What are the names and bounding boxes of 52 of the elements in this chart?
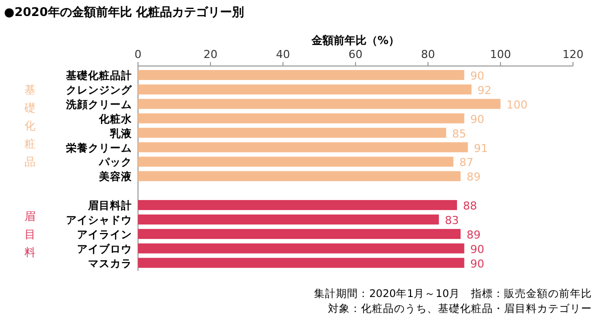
y-tick-label: 乳液 <box>109 126 133 140</box>
bar <box>138 214 439 224</box>
data-label: 89 <box>466 170 481 184</box>
data-label: 83 <box>444 214 459 227</box>
data-label: 88 <box>463 200 477 213</box>
x-tick-label: 0 <box>134 48 142 61</box>
y-tick-label: パック <box>98 156 132 169</box>
data-label: 89 <box>466 228 481 242</box>
data-label: 85 <box>452 127 466 140</box>
y-tick-label: アイブロウ <box>77 242 132 256</box>
y-tick-label: 基礎化粧品計 <box>65 69 132 82</box>
data-label: 90 <box>470 70 484 82</box>
text: 対象：化粧品のうち、基礎化粧品・眉目料カテゴリー <box>328 302 592 315</box>
data-label: 90 <box>470 112 484 126</box>
bar <box>138 84 472 94</box>
chart-title: ●2020年の金額前年比 化粧品カテゴリー別 <box>4 5 244 19</box>
data-label: 90 <box>470 257 484 270</box>
y-tick-label: アイライン <box>77 228 132 241</box>
y-tick-label: クレンジング <box>66 84 133 96</box>
bar <box>138 142 468 152</box>
data-label: 87 <box>459 156 474 170</box>
x-tick-label: 120 <box>562 48 584 61</box>
bar <box>138 228 461 239</box>
y-tick-label: 眉目料計 <box>87 199 132 212</box>
data-label: 91 <box>474 142 488 155</box>
y-tick-label: 栄養クリーム <box>66 141 132 154</box>
bar <box>138 243 464 254</box>
x-tick-label: 60 <box>348 48 362 61</box>
x-tick-label: 100 <box>490 48 511 61</box>
bar <box>138 128 446 138</box>
y-tick-label: 美容液 <box>98 170 133 184</box>
bar <box>138 98 500 109</box>
y-tick-label: 洗顔クリーム <box>65 98 132 111</box>
x-axis-title: 金額前年比（%） <box>310 34 400 47</box>
y-tick-label: 化粧水 <box>98 112 133 126</box>
y-tick-label: アイシャドウ <box>66 214 132 226</box>
x-tick-label: 40 <box>276 48 290 61</box>
text: 集計期間：2020年1月～10月 指標：販売金額の前年比 <box>314 287 592 300</box>
bar <box>138 113 464 124</box>
data-label: 100 <box>506 98 528 112</box>
x-tick-label: 20 <box>204 48 218 61</box>
bar <box>138 258 464 268</box>
data-label: 92 <box>478 84 492 97</box>
x-tick-label: 80 <box>421 48 435 61</box>
text: 眉目料 <box>24 210 36 259</box>
bar <box>138 171 461 182</box>
bar <box>138 156 454 167</box>
bar <box>138 70 464 80</box>
bar <box>138 200 457 210</box>
data-label: 90 <box>470 242 484 256</box>
text: 基礎化粧品 <box>24 84 36 169</box>
y-tick-label: マスカラ <box>88 258 132 270</box>
